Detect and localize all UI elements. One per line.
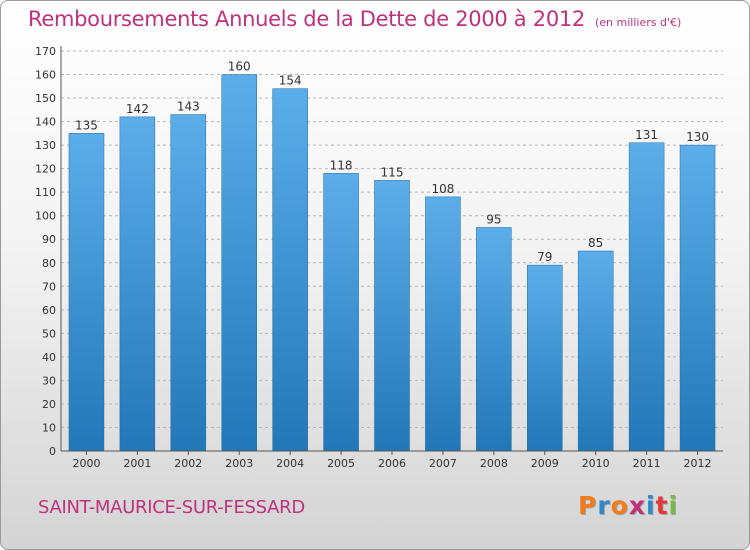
- x-tick-label: 2001: [123, 457, 151, 470]
- logo-letter: i: [646, 491, 656, 520]
- bar-value-label: 85: [588, 236, 603, 250]
- y-tick-label: 40: [42, 351, 56, 364]
- y-tick-label: 140: [35, 116, 56, 129]
- proxiti-logo: Proxiti: [578, 491, 678, 520]
- bar: [119, 116, 156, 452]
- x-tick-label: 2005: [327, 457, 355, 470]
- axis-layer: 0 10 20 30 40 50 60 70 80 90 100 110 120 130 140 150 160…: [35, 45, 723, 470]
- bar: [374, 180, 410, 452]
- bar-value-label: 142: [126, 102, 149, 116]
- x-tick-label: 2010: [582, 457, 610, 470]
- logo-letter: o: [610, 491, 629, 520]
- bar-value-label: 131: [635, 128, 658, 142]
- x-tick-label: 2004: [276, 457, 304, 470]
- bar: [527, 264, 563, 452]
- x-tick-label: 2000: [72, 457, 100, 470]
- y-tick-label: 30: [42, 374, 56, 387]
- bar: [170, 114, 207, 452]
- x-tick-label: 2008: [480, 457, 508, 470]
- logo-letter: i: [668, 491, 679, 520]
- y-tick-label: 150: [35, 92, 56, 105]
- chart-title-text: Remboursements Annuels de la Dette de 20…: [28, 7, 585, 31]
- y-tick-label: 60: [42, 304, 56, 317]
- logo-letter: t: [655, 491, 669, 520]
- bar-value-label: 118: [330, 158, 353, 172]
- bar: [68, 133, 105, 452]
- x-tick-label: 2009: [531, 457, 559, 470]
- logo-letter: r: [597, 491, 611, 520]
- y-tick-label: 90: [42, 233, 56, 246]
- x-tick-label: 2002: [174, 457, 202, 470]
- logo-letter: P: [578, 491, 598, 520]
- y-tick-label: 50: [42, 327, 56, 340]
- bar-value-label: 143: [177, 100, 200, 114]
- x-tick-label: 2006: [378, 457, 406, 470]
- bar-value-label: 160: [228, 60, 251, 74]
- chart-title: Remboursements Annuels de la Dette de 20…: [28, 7, 681, 31]
- bar: [628, 142, 665, 452]
- bar: [476, 227, 512, 452]
- y-tick-label: 10: [42, 421, 56, 434]
- y-tick-label: 120: [35, 163, 56, 176]
- x-tick-label: 2007: [429, 457, 457, 470]
- bar-value-label: 135: [75, 118, 98, 132]
- y-tick-label: 170: [35, 45, 56, 58]
- bar-layer: [68, 74, 716, 452]
- y-tick-label: 80: [42, 257, 56, 270]
- bar-value-label: 115: [381, 165, 404, 179]
- chart-unit: (en milliers d'€): [595, 16, 682, 29]
- y-tick-label: 20: [42, 398, 56, 411]
- y-tick-label: 70: [42, 280, 56, 293]
- commune-name: SAINT-MAURICE-SUR-FESSARD: [38, 497, 305, 518]
- bar: [221, 74, 257, 452]
- bar-value-label: 130: [686, 130, 709, 144]
- logo-letter: x: [628, 491, 646, 520]
- y-tick-label: 130: [35, 139, 56, 152]
- bar-value-label: 108: [431, 182, 454, 196]
- x-tick-label: 2011: [633, 457, 661, 470]
- bar: [577, 250, 614, 452]
- y-tick-label: 110: [35, 186, 56, 199]
- bar-value-label: 95: [486, 212, 501, 226]
- bar: [425, 196, 461, 452]
- y-tick-label: 100: [35, 210, 56, 223]
- bar: [679, 144, 716, 452]
- x-tick-label: 2003: [225, 457, 253, 470]
- bar-value-label: 79: [537, 250, 552, 264]
- bar: [323, 173, 359, 452]
- y-tick-label: 160: [35, 69, 56, 82]
- x-tick-label: 2012: [684, 457, 712, 470]
- bar: [272, 88, 308, 452]
- bar-value-label: 154: [279, 74, 302, 88]
- y-tick-label: 0: [49, 445, 56, 458]
